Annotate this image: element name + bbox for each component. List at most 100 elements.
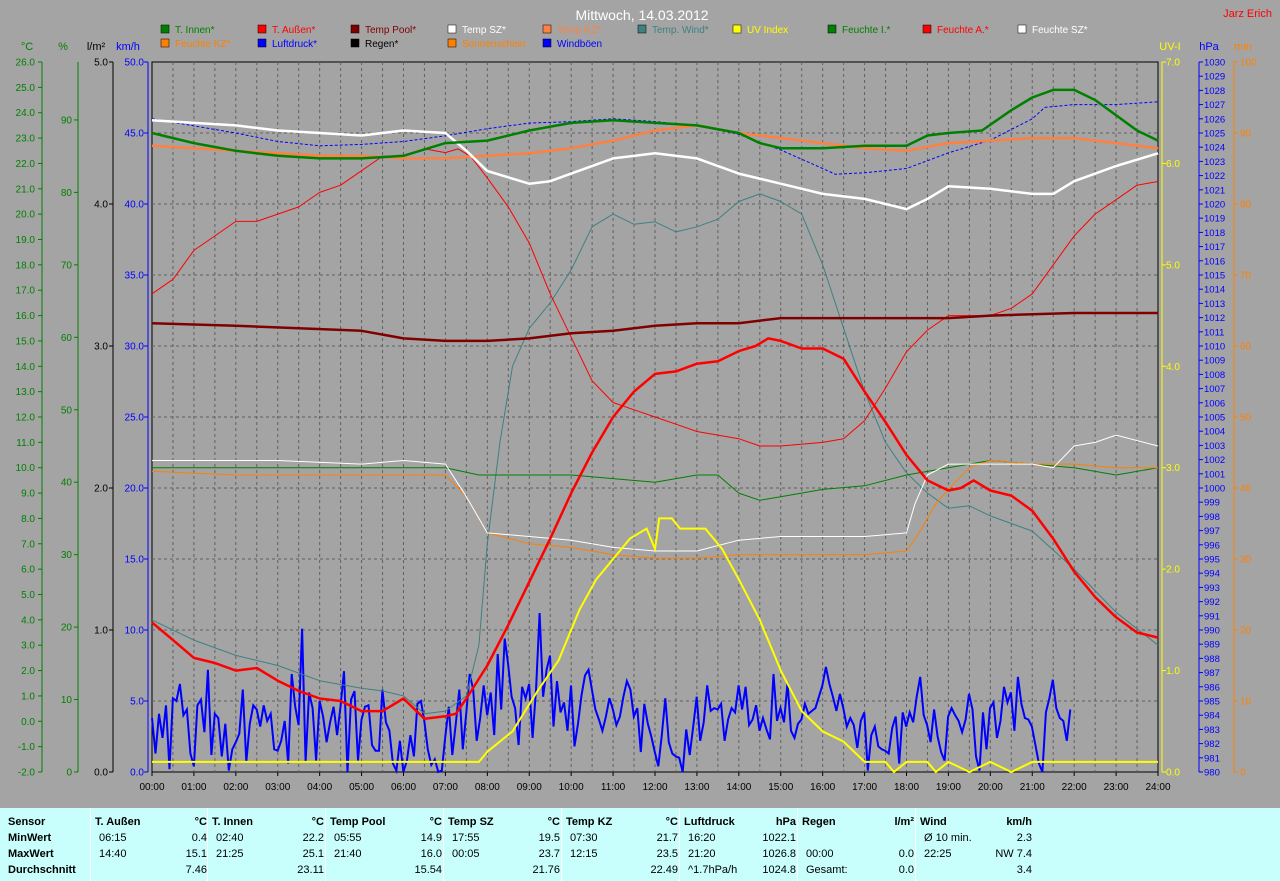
legend-label: Temp Pool*	[365, 25, 416, 36]
pressure-tick-label: 997	[1204, 526, 1220, 537]
table-separator	[443, 808, 444, 881]
series-layer	[151, 88, 1159, 775]
stats-cell-value: 15.1	[185, 848, 207, 860]
pressure-tick-label: 1014	[1204, 285, 1225, 296]
stats-cell-value: 3.4	[1016, 864, 1032, 876]
legend-swatch	[350, 38, 360, 48]
pressure-tick-label: 990	[1204, 626, 1220, 637]
stats-cell-time: 22:25	[924, 848, 952, 860]
legend-label: Feuchte I.*	[842, 25, 890, 36]
table-separator	[207, 808, 208, 881]
temp-tick-label: 2.0	[21, 666, 35, 677]
stats-header-title: Wind	[920, 816, 947, 828]
legend-label: UV Index	[747, 25, 788, 36]
time-tick-label: 19:00	[936, 782, 961, 793]
humidity-tick-label: 30	[61, 550, 73, 561]
axis-unit-label: %	[58, 41, 68, 53]
pressure-tick-label: 987	[1204, 668, 1220, 679]
axis-unit-label: °C	[21, 41, 33, 53]
pressure-tick-label: 994	[1204, 569, 1220, 580]
stats-cell-value: 16.0	[420, 848, 442, 860]
axis-unit-label: min	[1234, 41, 1252, 53]
legend-swatch	[922, 24, 932, 34]
wind-tick-label: 40.0	[125, 200, 145, 211]
pressure-tick-label: 993	[1204, 583, 1220, 594]
minutes-tick-label: 70	[1240, 271, 1252, 282]
left-axes: 26.0 25.0 24.0 23.0 22.0 21.0 20.0 19.0 18.0 17.0…	[16, 58, 149, 779]
pressure-tick-label: 1007	[1204, 384, 1225, 395]
pressure-tick-label: 983	[1204, 725, 1220, 736]
stats-header-title: Luftdruck	[684, 816, 735, 828]
pressure-tick-label: 1023	[1204, 157, 1225, 168]
time-tick-label: 24:00	[1145, 782, 1170, 793]
series-temp-wind	[151, 193, 1159, 715]
pressure-tick-label: 982	[1204, 739, 1220, 750]
stats-cell-time: 14:40	[99, 848, 127, 860]
series-luftdruck	[151, 101, 1159, 175]
legend-swatch	[542, 24, 552, 34]
pressure-tick-label: 1001	[1204, 469, 1225, 480]
rain-tick-label: 4.0	[94, 200, 108, 211]
table-separator	[325, 808, 326, 881]
stats-cell-value: 1022.1	[762, 832, 796, 844]
rain-tick-label: 1.0	[94, 626, 108, 637]
pressure-tick-label: 1019	[1204, 214, 1225, 225]
legend-label: Feuchte KZ*	[175, 39, 231, 50]
minutes-tick-label: 20	[1240, 626, 1252, 637]
temp-tick-label: 3.0	[21, 641, 35, 652]
time-tick-label: 02:00	[223, 782, 248, 793]
series-feuchte-kz	[151, 460, 1158, 559]
legend-label: Sonnenschein	[462, 39, 525, 50]
pressure-tick-label: 1018	[1204, 228, 1225, 239]
uv-tick-label: 4.0	[1166, 362, 1180, 373]
stats-header-sensor: Sensor	[8, 816, 46, 828]
pressure-tick-label: 1005	[1204, 413, 1225, 424]
stats-cell-time: ^1.7hPa/h	[688, 864, 738, 876]
series-uv-index	[152, 517, 1158, 774]
stats-cell-value: 2.3	[1016, 832, 1032, 844]
pressure-tick-label: 1006	[1204, 398, 1225, 409]
time-tick-label: 03:00	[265, 782, 290, 793]
wind-tick-label: 5.0	[130, 697, 144, 708]
stats-cell-value: 19.5	[538, 832, 560, 844]
stats-row-label: MaxWert	[8, 848, 54, 860]
pressure-tick-label: 1012	[1204, 313, 1225, 324]
stats-header-title: Temp KZ	[566, 816, 613, 828]
stats-header-title: Temp SZ	[448, 816, 494, 828]
stats-cell-time: 06:15	[99, 832, 127, 844]
time-tick-label: 07:00	[433, 782, 458, 793]
rain-tick-label: 0.0	[94, 768, 108, 779]
minutes-tick-label: 0	[1240, 768, 1246, 779]
stats-cell-time: 07:30	[570, 832, 598, 844]
pressure-tick-label: 980	[1204, 768, 1220, 779]
time-tick-label: 05:00	[349, 782, 374, 793]
time-tick-label: 17:00	[852, 782, 877, 793]
table-separator	[90, 808, 91, 881]
stats-header-title: T. Innen	[212, 816, 253, 828]
pressure-tick-label: 1002	[1204, 455, 1225, 466]
stats-cell-value: 7.46	[185, 864, 207, 876]
stats-cell-time: 02:40	[216, 832, 244, 844]
pressure-tick-label: 998	[1204, 512, 1220, 523]
rain-tick-label: 5.0	[94, 58, 108, 69]
series-temp-sz	[151, 119, 1159, 211]
humidity-tick-label: 20	[61, 623, 73, 634]
time-tick-label: 23:00	[1104, 782, 1129, 793]
pressure-tick-label: 1003	[1204, 441, 1225, 452]
pressure-tick-label: 1015	[1204, 271, 1225, 282]
temp-tick-label: 1.0	[21, 691, 35, 702]
rain-tick-label: 2.0	[94, 484, 108, 495]
pressure-tick-label: 1011	[1204, 327, 1224, 338]
table-separator	[797, 808, 798, 881]
temp-tick-label: 16.0	[16, 311, 36, 322]
stats-header-unit: °C	[311, 816, 324, 828]
stats-cell-value: NW 7.4	[995, 848, 1032, 860]
stats-cell-value: 21.76	[532, 864, 560, 876]
table-separator	[679, 808, 680, 881]
stats-header-title: Regen	[802, 816, 836, 828]
legend-label: T. Innen*	[175, 25, 215, 36]
legend-swatch	[827, 24, 837, 34]
temp-tick-label: 5.0	[21, 590, 35, 601]
temp-tick-label: 25.0	[16, 83, 36, 94]
x-axis: 00:00 01:00 02:00 03:00 04:00 05:00 06:00 07:00…	[139, 772, 1171, 793]
